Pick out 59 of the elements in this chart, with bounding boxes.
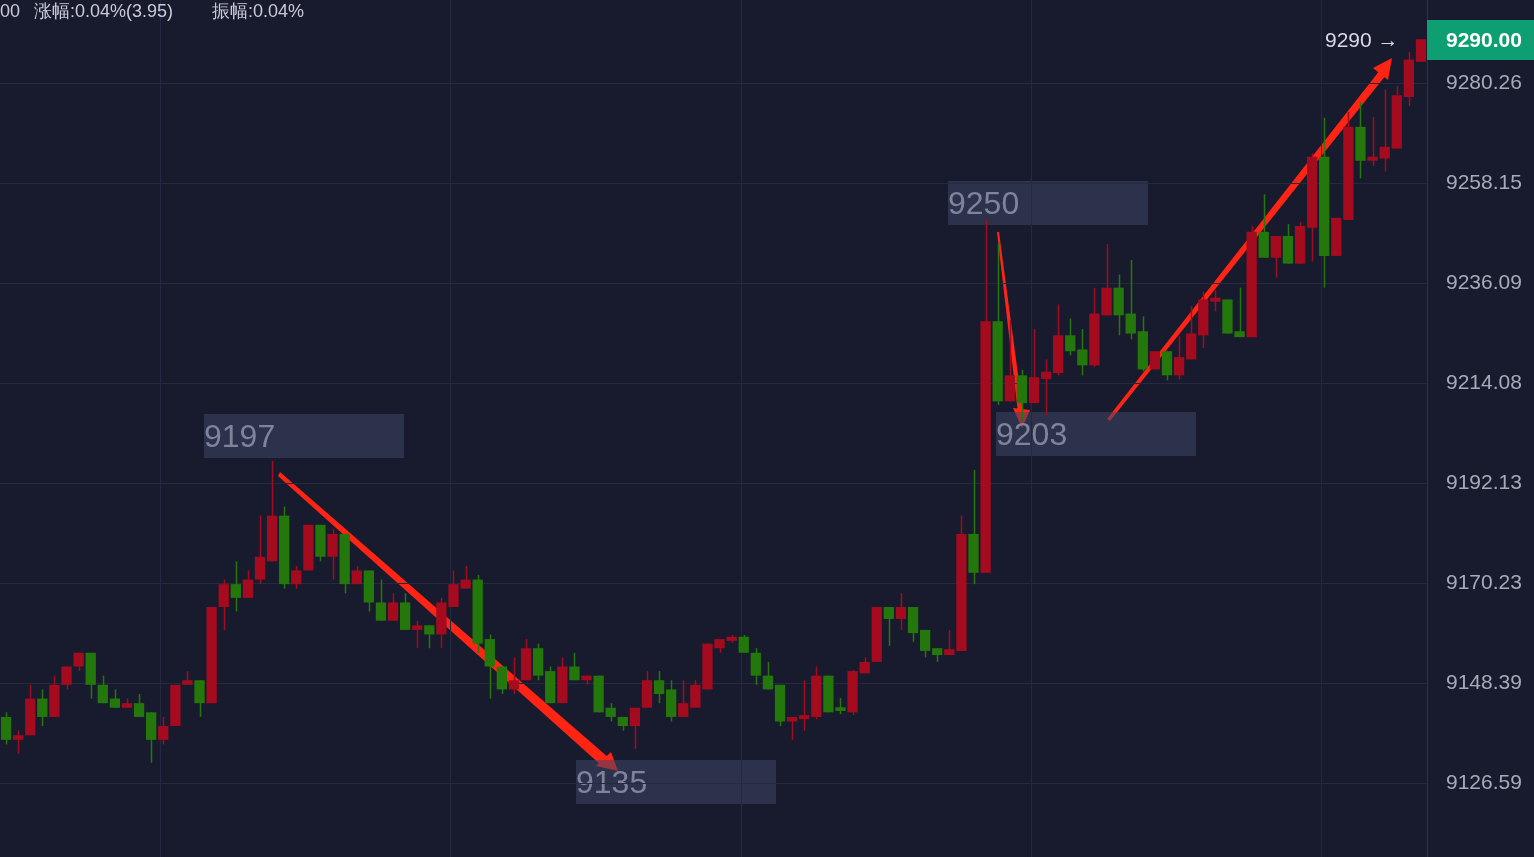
candlestick [1040, 358, 1052, 416]
candlestick [218, 578, 229, 631]
candlestick [1125, 259, 1136, 341]
candlestick [1270, 235, 1281, 279]
candlestick [1065, 317, 1076, 357]
candlestick [1415, 38, 1427, 63]
candlestick [109, 688, 121, 709]
candlestick [242, 569, 254, 599]
candlestick [327, 528, 338, 581]
y-tick-label: 9126.59 [1446, 769, 1522, 793]
label-box: 9203 [996, 412, 1196, 456]
candlestick [0, 711, 12, 746]
candlestick [291, 565, 302, 590]
candlestick [97, 674, 108, 704]
candlestick [158, 716, 169, 746]
candlestick [1210, 289, 1221, 313]
candlestick [37, 688, 48, 727]
candlestick [133, 693, 145, 718]
price-tag: 9290.00 [1427, 20, 1534, 60]
candlestick [13, 729, 24, 755]
label-box: 9135 [576, 760, 776, 804]
candlestick [653, 670, 665, 704]
y-tick-label: 9148.39 [1446, 669, 1522, 693]
annotation: 振幅:0.04% [212, 1, 305, 21]
y-tick-label: 9214.08 [1446, 369, 1522, 393]
y-tick-label: 9170.23 [1446, 569, 1522, 593]
candlestick [678, 679, 689, 718]
y-tick-label: 9258.15 [1446, 169, 1522, 193]
y-tick-label: 9280.26 [1446, 70, 1522, 93]
candlestick [895, 592, 907, 631]
candlestick [375, 578, 387, 622]
candlestick [569, 652, 580, 681]
candlestick [944, 629, 955, 656]
candlestick [508, 656, 520, 695]
candlestick [194, 679, 205, 718]
candlestick [919, 629, 931, 659]
annotation: 涨幅:0.04%(3.95) [34, 1, 174, 21]
candlestick [412, 619, 423, 649]
candlestick [605, 702, 616, 723]
candlestick [1379, 88, 1390, 173]
candlestick [1367, 116, 1378, 167]
candlestick [799, 679, 810, 732]
candlestick [496, 665, 508, 695]
label-box: 9197 [204, 414, 404, 458]
candlestick [387, 592, 399, 622]
candlestick [1173, 335, 1185, 381]
y-tick-label: 9236.09 [1446, 269, 1522, 293]
label-box: 9250 [948, 181, 1148, 225]
candlestick [762, 661, 774, 691]
candlestick [424, 624, 435, 649]
candlestick [629, 707, 641, 750]
candlestick [230, 560, 241, 613]
annotation: 00 [0, 1, 21, 21]
annotation: 9290 → [1325, 28, 1399, 51]
candlestick [750, 647, 761, 686]
candlestick [883, 606, 894, 647]
candlestick [254, 514, 266, 585]
y-tick-label: 9192.13 [1446, 469, 1522, 493]
candlestick [1077, 328, 1088, 377]
